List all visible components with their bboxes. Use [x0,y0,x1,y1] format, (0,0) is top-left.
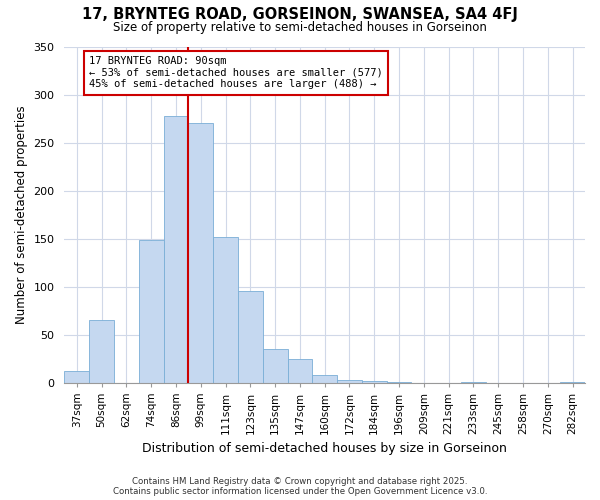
Bar [263,349,287,382]
X-axis label: Distribution of semi-detached houses by size in Gorseinon: Distribution of semi-detached houses by … [142,442,507,455]
Text: Size of property relative to semi-detached houses in Gorseinon: Size of property relative to semi-detach… [113,21,487,34]
Bar [313,375,337,382]
Bar [287,358,313,382]
Bar [89,320,114,382]
Bar [64,371,89,382]
Y-axis label: Number of semi-detached properties: Number of semi-detached properties [15,105,28,324]
Bar [337,380,362,382]
Bar [139,240,164,382]
Bar [213,236,238,382]
Bar [362,380,386,382]
Text: 17, BRYNTEG ROAD, GORSEINON, SWANSEA, SA4 4FJ: 17, BRYNTEG ROAD, GORSEINON, SWANSEA, SA… [82,8,518,22]
Text: Contains HM Land Registry data © Crown copyright and database right 2025.
Contai: Contains HM Land Registry data © Crown c… [113,476,487,496]
Text: 17 BRYNTEG ROAD: 90sqm
← 53% of semi-detached houses are smaller (577)
45% of se: 17 BRYNTEG ROAD: 90sqm ← 53% of semi-det… [89,56,383,90]
Bar [188,124,213,382]
Bar [164,116,188,382]
Bar [238,292,263,382]
